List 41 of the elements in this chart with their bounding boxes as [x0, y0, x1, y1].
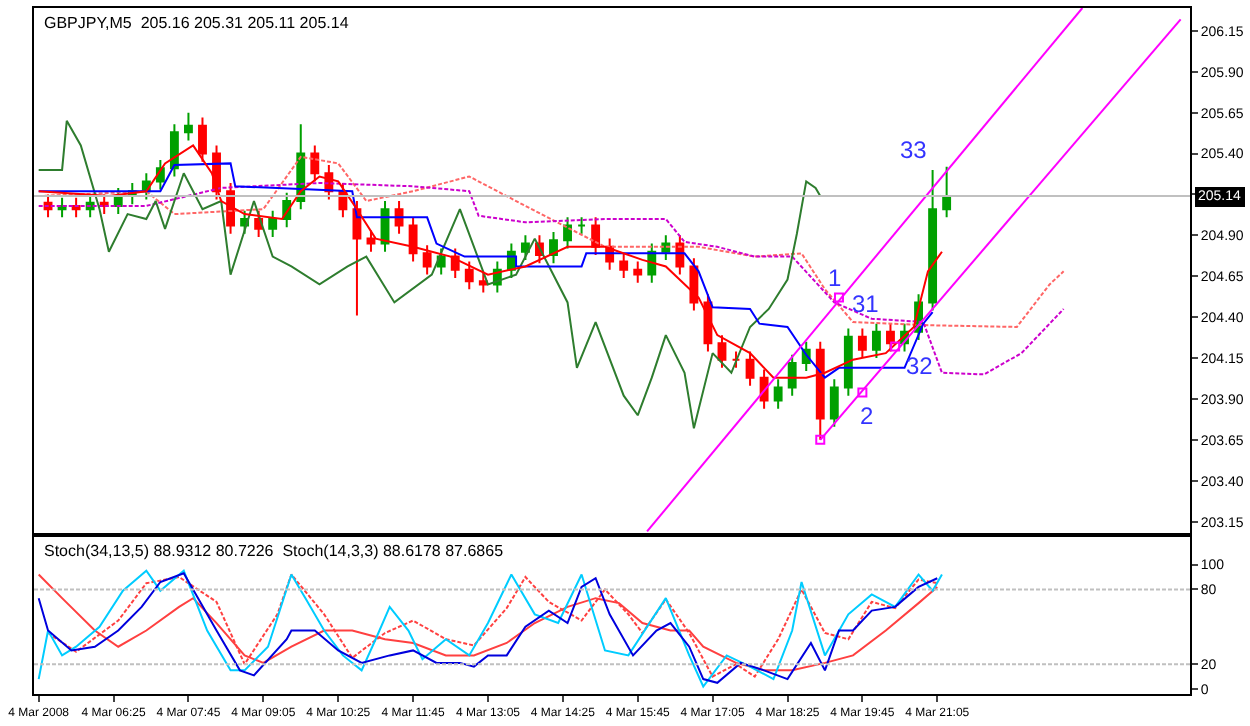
- candlestick: [773, 378, 783, 410]
- candlestick: [366, 229, 376, 253]
- candlestick: [787, 353, 797, 397]
- candlestick: [928, 168, 938, 312]
- candlestick: [352, 200, 362, 317]
- point: [857, 387, 868, 398]
- point: [890, 341, 901, 352]
- candlestick: [478, 271, 488, 294]
- candlestick: [829, 378, 839, 428]
- point: [815, 434, 826, 445]
- candlestick: [268, 209, 278, 238]
- candlestick: [184, 111, 193, 142]
- candlestick: [394, 200, 404, 235]
- candlestick: [408, 216, 418, 263]
- annotation: 31: [852, 290, 880, 318]
- candlestick: [871, 322, 881, 360]
- chart-title: Stoch(34,13,5) 88.9312 80.7226 Stoch(14,3,3) 88.6178 87.6865: [44, 542, 505, 560]
- candlestick: [450, 247, 460, 279]
- annotation: 2: [860, 402, 874, 430]
- candlestick: [422, 244, 432, 276]
- annotation: 1: [828, 264, 842, 292]
- candlestick: [633, 260, 643, 284]
- candlestick: [619, 252, 629, 279]
- annotation: 32: [906, 352, 934, 380]
- candlestick: [843, 327, 853, 397]
- candlestick: [549, 231, 558, 265]
- candlestick: [731, 350, 741, 369]
- candlestick: [857, 327, 867, 360]
- line-series: [37, 182, 1065, 376]
- annotation: 33: [900, 136, 928, 164]
- candlestick: [464, 260, 474, 291]
- candlestick: [717, 334, 727, 369]
- candlestick: [577, 216, 587, 235]
- candlestick: [226, 182, 235, 235]
- chart-title: GBPJPY,M5 205.16 205.31 205.11 205.14: [44, 14, 350, 32]
- candlestick: [520, 234, 530, 261]
- candlestick: [942, 165, 952, 219]
- candlestick: [689, 257, 699, 312]
- line-series: [37, 119, 822, 430]
- candlestick: [71, 196, 81, 219]
- point: [833, 292, 844, 303]
